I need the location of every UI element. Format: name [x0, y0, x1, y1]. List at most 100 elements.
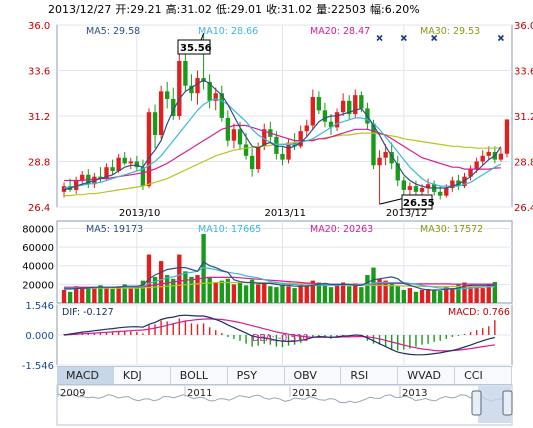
volume-bar — [334, 285, 340, 303]
grid-lines — [57, 24, 512, 366]
tab-wvad[interactable]: WVAD — [398, 367, 456, 384]
volume-bar — [237, 282, 243, 303]
candle-body — [286, 142, 291, 160]
volume-tick: 20000 — [22, 280, 54, 291]
volume-bar — [274, 287, 279, 303]
price-tick-right: 31.2 — [514, 112, 533, 123]
event-marker — [497, 34, 504, 42]
min-annotation-box — [401, 194, 433, 210]
price-tick-left: 28.8 — [28, 158, 50, 169]
volume-bar — [304, 286, 309, 303]
candle-body — [177, 61, 182, 116]
volume-bar — [256, 284, 261, 303]
tab-macd[interactable]: MACD — [57, 367, 114, 384]
candle-body — [413, 186, 419, 192]
volume-bar — [310, 280, 315, 303]
candle-body — [353, 95, 358, 115]
volume-bar — [104, 288, 109, 303]
volume-bar — [171, 278, 176, 303]
tab-kdj[interactable]: KDJ — [114, 367, 171, 384]
candle-body — [456, 180, 461, 187]
max-annotation: 35.56 — [180, 43, 212, 54]
price-ma-lines — [63, 79, 502, 197]
candle-body — [110, 167, 115, 171]
volume-legend-ma5: MA5: 19173 — [86, 224, 143, 235]
volume-bar — [425, 289, 431, 303]
volume-bar — [359, 287, 364, 303]
quote-date: 2013/12/27 — [48, 3, 112, 16]
volume-bar — [67, 291, 73, 303]
price-tick-left: 26.4 — [28, 203, 50, 214]
dea-line — [63, 318, 495, 352]
tab-psy[interactable]: PSY — [228, 367, 285, 384]
volume-bar — [243, 285, 249, 303]
quote-vol-label: 量: — [316, 3, 331, 16]
candle-body — [231, 129, 237, 141]
candle-body — [304, 125, 309, 132]
candle-body — [207, 81, 212, 101]
price-tick-right: 28.8 — [514, 158, 533, 169]
candle-body — [213, 93, 218, 101]
tab-obv[interactable]: OBV — [285, 367, 342, 384]
quote-open: 29.21 — [130, 3, 162, 16]
volume-bar — [462, 282, 467, 303]
candle-body — [377, 157, 382, 166]
navigator-frame — [56, 384, 513, 426]
candle-body — [189, 85, 194, 94]
volume-ma-lines — [64, 261, 495, 291]
month-label: 2013/11 — [264, 208, 306, 219]
price-legend-ma20: MA20: 28.47 — [310, 26, 370, 37]
price-tick-right: 36.0 — [514, 21, 533, 32]
macd-legend-dif: DIF: -0.127 — [62, 307, 114, 318]
volume-bar — [419, 289, 425, 303]
price-tick-right: 33.6 — [514, 67, 533, 78]
candle-body — [401, 180, 407, 190]
volume-legend-ma20: MA20: 20263 — [310, 224, 373, 235]
volume-bar — [152, 276, 158, 303]
max-annotation-box — [177, 39, 211, 55]
macd-tick: 0.000 — [25, 331, 54, 342]
volume-bar — [480, 288, 485, 303]
candle-body — [134, 161, 140, 168]
volume-bar — [116, 286, 121, 303]
navigator-handle-left[interactable] — [471, 390, 482, 416]
price-tick-left: 33.6 — [28, 67, 50, 78]
quote-chg: 6.20% — [384, 3, 420, 16]
price-legend-ma30: MA30: 29.53 — [420, 26, 480, 37]
candle-body — [371, 123, 376, 166]
candle-body — [262, 129, 267, 147]
volume-bar — [353, 283, 358, 303]
min-pointer — [379, 197, 406, 205]
candle-body — [171, 98, 176, 116]
year-label: 2012 — [292, 388, 317, 399]
volume-bar — [219, 280, 224, 303]
quote-low-label: 低: — [215, 3, 231, 16]
navigator-handle-right[interactable] — [502, 390, 513, 416]
candle-body — [298, 131, 303, 147]
macd-bars — [63, 314, 496, 356]
volume-bar — [164, 275, 170, 303]
navigator[interactable]: 2009 2011 2012 2013 — [57, 386, 513, 423]
tab-cci[interactable]: CCI — [455, 367, 512, 384]
volume-bar — [110, 289, 115, 303]
candle-body — [183, 61, 188, 86]
candle-body — [462, 176, 467, 187]
volume-bar — [444, 286, 449, 303]
macd-tick: 1.546 — [25, 301, 54, 312]
candle-body — [450, 180, 455, 189]
volume-bar — [468, 285, 473, 303]
candle-body — [256, 146, 261, 170]
quote-vol: 22503 — [331, 3, 366, 16]
volume-bar — [316, 282, 322, 303]
candle-body — [128, 161, 133, 164]
quote-high: 31.02 — [180, 3, 212, 16]
volume-tick: 80000 — [22, 224, 54, 235]
volume-ma5-line — [64, 261, 495, 291]
candle-body — [152, 112, 158, 135]
candle-body — [498, 153, 504, 160]
candle-body — [158, 91, 164, 135]
tab-boll[interactable]: BOLL — [171, 367, 228, 384]
candle-body — [249, 155, 255, 170]
candle-body — [219, 93, 224, 118]
tab-rsi[interactable]: RSI — [341, 367, 399, 384]
